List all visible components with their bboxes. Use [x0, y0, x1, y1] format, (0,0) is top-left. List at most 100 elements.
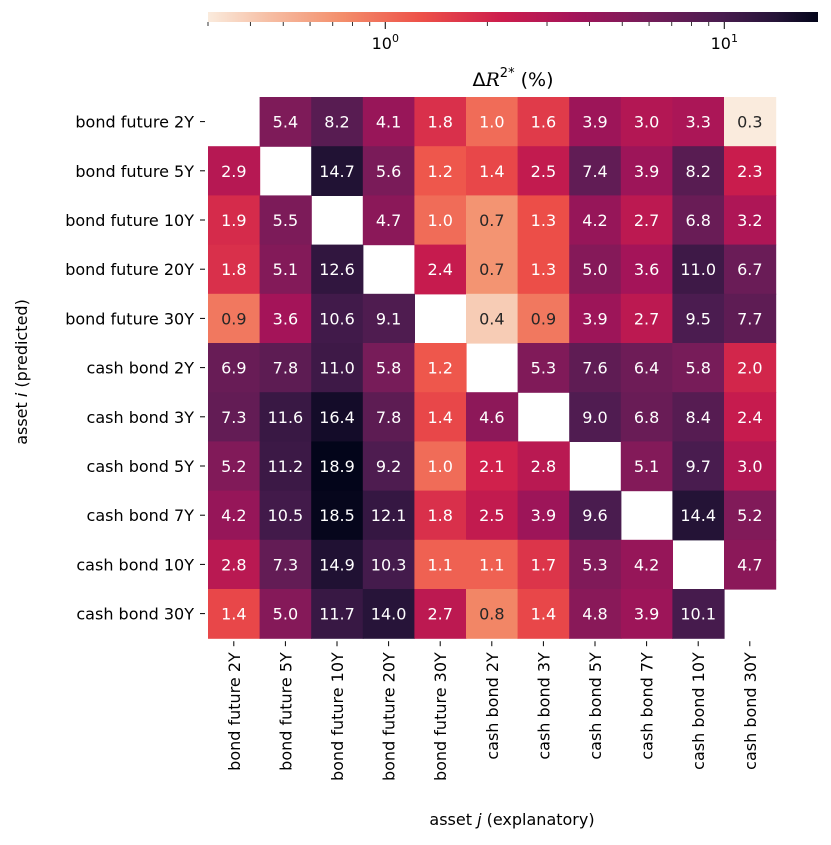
heatmap-cell: [414, 441, 467, 492]
y-tick-label: cash bond 10Y: [76, 555, 194, 574]
colorbar-label-suffix: (%): [515, 69, 554, 91]
cell-value-label: 1.7: [531, 555, 556, 574]
cell-value-label: 0.3: [737, 113, 762, 132]
heatmap-cell: [724, 392, 777, 442]
cell-value-label: 3.0: [737, 457, 762, 476]
x-tick-label: bond future 10Y: [328, 652, 347, 781]
heatmap-cell: [620, 343, 673, 393]
cell-value-label: 5.6: [376, 162, 401, 181]
cell-value-label: 1.8: [427, 113, 452, 132]
cell-value-label: 1.3: [531, 260, 556, 279]
cell-value-label: 7.6: [582, 359, 607, 378]
heatmap-cell: [569, 293, 622, 344]
cell-value-label: 2.9: [221, 162, 246, 181]
cell-value-label: 2.4: [737, 408, 762, 427]
cell-value-label: 3.9: [634, 162, 659, 181]
y-tick-label: bond future 30Y: [65, 309, 194, 328]
heatmap-cell: [362, 392, 415, 442]
cell-value-label: 5.0: [273, 605, 298, 624]
heatmap-cell: [208, 589, 261, 639]
cell-value-label: 2.7: [634, 211, 659, 230]
cell-value-label: 4.2: [582, 211, 607, 230]
x-tick-label: cash bond 2Y: [483, 652, 502, 760]
cell-value-label: 9.1: [376, 309, 401, 328]
cell-value-label: 12.1: [371, 506, 407, 525]
cell-value-label: 5.8: [376, 359, 401, 378]
cell-value-label: 2.3: [737, 162, 762, 181]
cell-value-label: 10.1: [680, 605, 716, 624]
cell-value-label: 2.5: [479, 506, 504, 525]
cell-value-label: 7.8: [376, 408, 401, 427]
heatmap-cell: [724, 293, 777, 344]
cell-value-label: 3.6: [634, 260, 659, 279]
cell-value-label: 5.1: [634, 457, 659, 476]
cell-value-label: 2.8: [221, 555, 246, 574]
heatmap-cell: [208, 244, 261, 295]
cell-value-label: 9.0: [582, 408, 607, 427]
heatmap-cell: [259, 441, 312, 492]
heatmap-cell: [517, 343, 570, 393]
cell-value-label: 3.9: [531, 506, 556, 525]
y-tick-label: bond future 2Y: [75, 113, 194, 132]
heatmap-cell: [724, 490, 777, 541]
cell-value-label: 9.5: [685, 309, 710, 328]
cell-value-label: 14.0: [371, 605, 407, 624]
heatmap-cell: [569, 97, 622, 147]
cell-value-label: 5.3: [582, 555, 607, 574]
heatmap-cell: [208, 539, 261, 590]
x-axis-label: asset j (explanatory): [429, 810, 594, 829]
y-axis-label-suffix: (predicted): [12, 299, 31, 392]
colorbar-gradient: [208, 12, 818, 22]
heatmap-cell: [620, 539, 673, 590]
heatmap-cell: [620, 293, 673, 344]
heatmap-cell: [724, 441, 777, 492]
cell-value-label: 16.4: [319, 408, 355, 427]
cell-value-label: 9.2: [376, 457, 401, 476]
cell-value-label: 0.7: [479, 211, 504, 230]
cell-value-label: 18.9: [319, 457, 355, 476]
cell-value-label: 11.7: [319, 605, 355, 624]
heatmap-cell: [672, 441, 725, 492]
heatmap-cell: [414, 195, 467, 246]
cell-value-label: 8.2: [324, 113, 349, 132]
cell-value-label: 4.1: [376, 113, 401, 132]
cell-value-label: 5.2: [221, 457, 246, 476]
y-tick-label: cash bond 2Y: [87, 359, 195, 378]
heatmap-cell: [414, 392, 467, 442]
colorbar-ticks: 100 101: [207, 22, 738, 53]
heatmap-cell: [362, 343, 415, 393]
cell-value-label: 7.3: [221, 408, 246, 427]
cell-value-label: 3.9: [582, 113, 607, 132]
heatmap-cell: [466, 539, 519, 590]
heatmap-cell: [362, 293, 415, 344]
x-tick-label: cash bond 5Y: [586, 652, 605, 760]
cell-value-label: 5.3: [531, 359, 556, 378]
heatmap-cell: [672, 97, 725, 147]
cell-value-label: 7.8: [273, 359, 298, 378]
heatmap-cell: [362, 441, 415, 492]
cell-value-label: 1.1: [479, 555, 504, 574]
cell-value-label: 4.2: [221, 506, 246, 525]
y-tick-label: cash bond 7Y: [87, 506, 195, 525]
x-axis-label-suffix: (explanatory): [482, 810, 595, 829]
y-tick-label: bond future 10Y: [65, 211, 194, 230]
heatmap-cell: [517, 146, 570, 196]
cell-value-label: 3.6: [273, 309, 298, 328]
heatmap-cell: [466, 146, 519, 196]
cell-value-label: 0.7: [479, 260, 504, 279]
heatmap-cell: [672, 392, 725, 442]
cell-value-label: 0.9: [531, 309, 556, 328]
colorbar: 100 101 ΔR2* (%): [207, 12, 818, 91]
heatmap-cell: [672, 490, 725, 541]
cell-value-label: 4.8: [582, 605, 607, 624]
x-axis-label-var: j: [475, 810, 482, 829]
colorbar-tick-label: 100: [372, 32, 399, 53]
cell-value-label: 4.6: [479, 408, 504, 427]
cell-value-label: 14.7: [319, 162, 355, 181]
heatmap-cell: [724, 195, 777, 246]
heatmap-cell: [724, 539, 777, 590]
cell-value-label: 2.0: [737, 359, 762, 378]
heatmap-cell: [362, 146, 415, 196]
heatmap-cell: [466, 195, 519, 246]
